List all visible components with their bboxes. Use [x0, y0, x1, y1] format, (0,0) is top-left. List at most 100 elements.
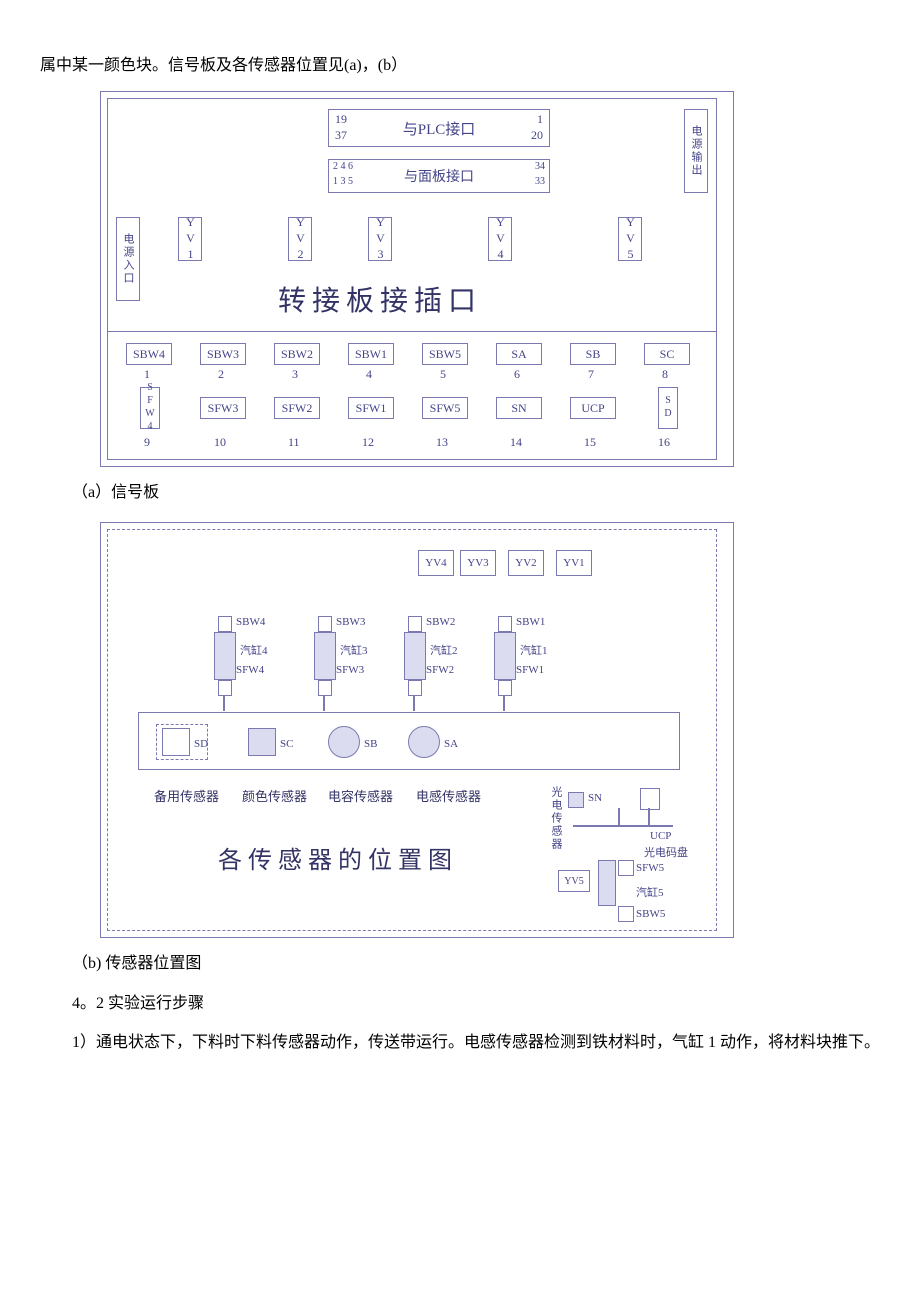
num-4: 4	[366, 367, 372, 382]
pin-34: 34	[535, 161, 545, 172]
lbl-color: 颜色传感器	[242, 786, 307, 805]
yv2-box: YV2	[288, 217, 312, 261]
b-sbw1: SBW1	[516, 616, 545, 628]
num-10: 10	[214, 435, 226, 450]
stub1	[503, 695, 505, 711]
sa-box: SA	[496, 343, 542, 365]
pin-37: 37	[335, 128, 347, 143]
b-sfw4: SFW4	[236, 664, 264, 676]
b-sbw4: SBW4	[236, 616, 265, 628]
b-sfw3: SFW3	[336, 664, 364, 676]
b-sc: SC	[280, 738, 293, 750]
b-ucp: UCP	[650, 830, 671, 842]
pin-20: 20	[531, 128, 543, 143]
num-5: 5	[440, 367, 446, 382]
sd-sq	[162, 728, 190, 756]
ucp-sq	[640, 788, 660, 810]
sfw4-box: SFW4	[140, 387, 160, 429]
lbl-cap: 电容传感器	[328, 786, 393, 805]
num-6: 6	[514, 367, 520, 382]
b-sb: SB	[364, 738, 377, 750]
section-4-2: 4。2 实验运行步骤	[40, 990, 880, 1017]
b-yv5: YV5	[558, 870, 590, 892]
stub4	[223, 695, 225, 711]
num-2: 2	[218, 367, 224, 382]
b-cyl3	[314, 632, 336, 680]
r-hline	[573, 825, 673, 827]
yv5-box: YV5	[618, 217, 642, 261]
b-yv4: YV4	[418, 550, 454, 576]
num-11: 11	[288, 435, 300, 450]
yv4-box: YV4	[488, 217, 512, 261]
pin-19: 19	[335, 112, 347, 127]
sc-box: SC	[644, 343, 690, 365]
sfw5-box: SFW5	[422, 397, 468, 419]
plc-interface-box: 19 37 与PLC接口 1 20	[328, 109, 550, 147]
num-7: 7	[588, 367, 594, 382]
sn-box: SN	[496, 397, 542, 419]
yv1-box: YV1	[178, 217, 202, 261]
b-q3: 汽缸3	[340, 642, 368, 658]
b-cyl4	[214, 632, 236, 680]
sn-sq	[568, 792, 584, 808]
sd-box: SD	[658, 387, 678, 429]
b-sn: SN	[588, 792, 602, 804]
b-sfw1-sq	[498, 680, 512, 696]
b-sfw1: SFW1	[516, 664, 544, 676]
b-sbw3-sq	[318, 616, 332, 632]
b-opto: 光电传感器	[548, 786, 564, 856]
num-1: 1	[144, 367, 150, 382]
center-title: 转接板接插口	[278, 279, 482, 319]
b-sbw2: SBW2	[426, 616, 455, 628]
power-in-box: 电源入口	[116, 217, 140, 301]
num-15: 15	[584, 435, 596, 450]
b-sfw3-sq	[318, 680, 332, 696]
num-9: 9	[144, 435, 150, 450]
b-cyl1	[494, 632, 516, 680]
ucp-box: UCP	[570, 397, 616, 419]
b-q5: 汽缸5	[636, 884, 664, 900]
b-q2: 汽缸2	[430, 642, 458, 658]
divider-line	[108, 331, 716, 332]
b-yv3: YV3	[460, 550, 496, 576]
sfw1-box: SFW1	[348, 397, 394, 419]
sc-sq	[248, 728, 276, 756]
plc-interface-label: 与PLC接口	[403, 118, 476, 139]
b-sfw5: SFW5	[636, 862, 664, 874]
pin-33: 33	[535, 176, 545, 187]
r-vline1	[618, 808, 620, 826]
r-vline2	[648, 808, 650, 826]
num-16: 16	[658, 435, 670, 450]
b-cyl2	[404, 632, 426, 680]
lbl-ind: 电感传感器	[416, 786, 481, 805]
panel-interface-label: 与面板接口	[404, 166, 474, 186]
sbw1-box: SBW1	[348, 343, 394, 365]
caption-b: （b) 传感器位置图	[40, 950, 880, 977]
b-sbw2-sq	[408, 616, 422, 632]
cyl5	[598, 860, 616, 906]
panel-interface-box: 2 4 6 1 3 5 与面板接口 34 33	[328, 159, 550, 193]
sfw2-box: SFW2	[274, 397, 320, 419]
sfw3-box: SFW3	[200, 397, 246, 419]
b-sbw1-sq	[498, 616, 512, 632]
b-ucp2: 光电码盘	[644, 844, 688, 860]
b-q1: 汽缸1	[520, 642, 548, 658]
num-8: 8	[662, 367, 668, 382]
pin-246: 2 4 6	[333, 161, 353, 172]
diagram-b: YV4 YV3 YV2 YV1 SBW4 汽缸4 SFW4 SBW3 汽缸3 S…	[107, 529, 717, 931]
num-3: 3	[292, 367, 298, 382]
num-13: 13	[436, 435, 448, 450]
diagram-a-wrapper: 19 37 与PLC接口 1 20 2 4 6 1 3 5 与面板接口 34 3…	[100, 91, 734, 467]
sbw3-box: SBW3	[200, 343, 246, 365]
sfw5-sq	[618, 860, 634, 876]
diagram-a: 19 37 与PLC接口 1 20 2 4 6 1 3 5 与面板接口 34 3…	[107, 98, 717, 460]
num-12: 12	[362, 435, 374, 450]
b-sbw3: SBW3	[336, 616, 365, 628]
yv3-box: YV3	[368, 217, 392, 261]
sbw2-box: SBW2	[274, 343, 320, 365]
stub2	[413, 695, 415, 711]
pin-1: 1	[537, 112, 543, 127]
b-yv2: YV2	[508, 550, 544, 576]
caption-a: （a）信号板	[40, 479, 880, 506]
step-1: 1）通电状态下，下料时下料传感器动作，传送带运行。电感传感器检测到铁材料时，气缸…	[40, 1029, 880, 1056]
